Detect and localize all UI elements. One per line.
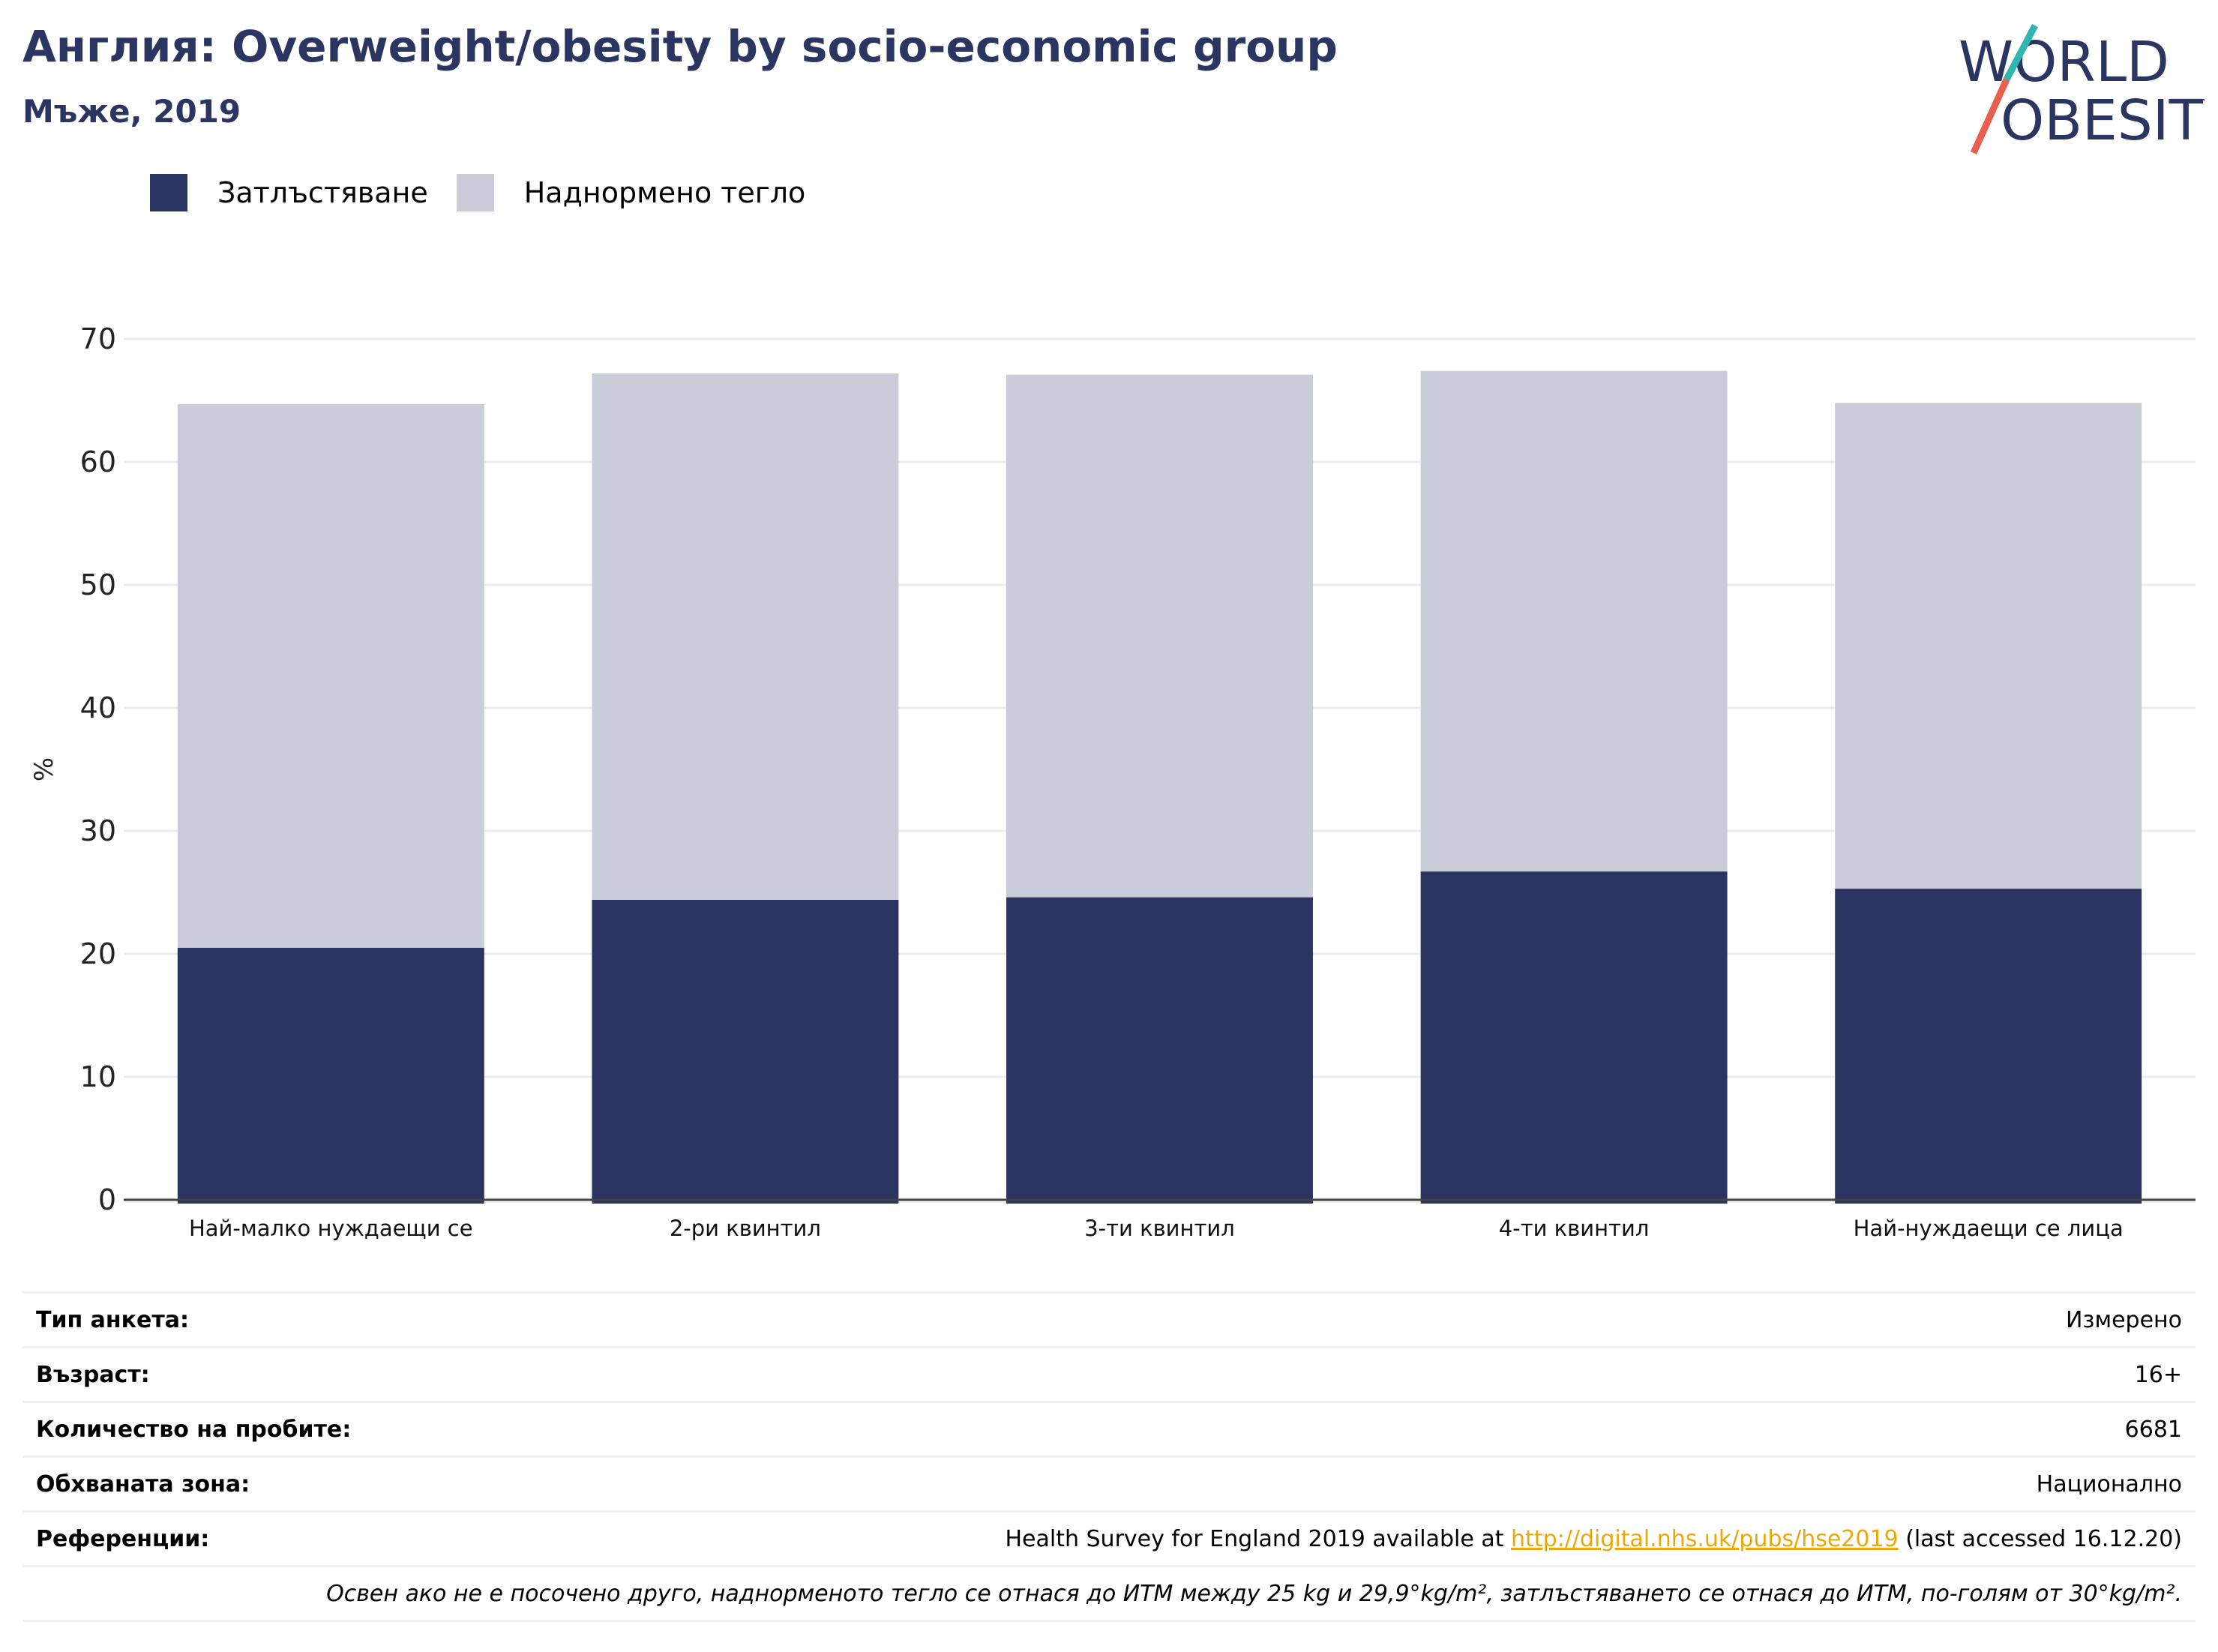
legend-label-overweight: Наднормено тегло (523, 176, 806, 209)
bar-segment-obesity (1835, 889, 2142, 1204)
age-value: 16+ (2134, 1361, 2182, 1388)
legend-swatch-overweight (456, 174, 494, 211)
y-tick-label: 40 (80, 691, 116, 724)
info-row-note: Освен ако не е посочено друго, наднормен… (22, 1565, 2196, 1622)
legend-swatch-obesity (150, 174, 187, 211)
info-row-references: Референции: Health Survey for England 20… (22, 1510, 2196, 1565)
x-tick-label: 2-ри квинтил (670, 1216, 821, 1241)
legend-item-obesity: Затлъстяване (150, 174, 428, 211)
world-obesity-logo: WORLD OBESITY (1959, 23, 2205, 154)
legend-item-overweight: Наднормено тегло (456, 174, 806, 211)
area-label: Обхваната зона: (36, 1471, 250, 1498)
bar-segment-overweight (1006, 374, 1313, 898)
bar-segment-overweight (1835, 403, 2142, 889)
y-axis-label: % (29, 757, 59, 781)
stacked-bar-chart: 0 10 20 30 40 50 60 70% Най-малко нуждаещи се 2-р… (29, 322, 2196, 1241)
x-tick-label: Най-нуждаещи се лица (1854, 1216, 2124, 1241)
y-tick-label: 10 (80, 1060, 116, 1093)
references-label: Референции: (36, 1525, 210, 1552)
info-row-sample-size: Количество на пробите: 6681 (22, 1401, 2196, 1456)
bar-segment-overweight (592, 373, 899, 900)
info-row-area: Обхваната зона: Национално (22, 1456, 2196, 1510)
bar-segment-obesity (592, 899, 899, 1204)
y-tick-label: 60 (80, 445, 116, 478)
y-tick-label: 20 (80, 937, 116, 970)
bar-segment-obesity (1420, 871, 1728, 1204)
sample-size-value: 6681 (2124, 1416, 2182, 1443)
area-value: Национално (2036, 1471, 2182, 1498)
bar-segment-overweight (177, 403, 484, 948)
chart-legend: Затлъстяване Наднормено тегло (150, 174, 834, 211)
legend-label-obesity: Затлъстяване (217, 176, 428, 209)
x-tick-label: 4-ти квинтил (1499, 1216, 1650, 1241)
info-row-age: Възраст: 16+ (22, 1346, 2196, 1401)
chart-subtitle: Мъже, 2019 (22, 93, 241, 130)
survey-type-value: Измерено (2066, 1306, 2182, 1333)
references-value: Health Survey for England 2019 available… (1005, 1526, 2182, 1552)
age-label: Възраст: (36, 1361, 150, 1388)
y-tick-label: 30 (80, 814, 116, 847)
y-tick-label: 0 (98, 1183, 116, 1216)
svg-text:OBESITY: OBESITY (2001, 88, 2205, 153)
sample-size-label: Количество на пробите: (36, 1416, 352, 1443)
svg-text:WORLD: WORLD (1959, 30, 2169, 94)
references-suffix: (last accessed 16.12.20) (1898, 1525, 2182, 1552)
info-table: Тип анкета: Измерено Възраст: 16+ Количе… (22, 1291, 2196, 1622)
survey-type-label: Тип анкета: (36, 1306, 189, 1333)
bar-segment-overweight (1420, 370, 1728, 872)
references-prefix: Health Survey for England 2019 available… (1005, 1525, 1512, 1552)
y-tick-label: 70 (80, 322, 116, 355)
x-tick-label: Най-малко нуждаещи се (189, 1216, 473, 1241)
bar-segment-obesity (177, 947, 484, 1204)
references-link[interactable]: http://digital.nhs.uk/pubs/hse2019 (1511, 1525, 1899, 1552)
definition-note: Освен ако не е посочено друго, наднормен… (326, 1580, 2182, 1607)
bar-segment-obesity (1006, 897, 1313, 1204)
y-tick-label: 50 (80, 568, 116, 601)
x-tick-label: 3-ти квинтил (1084, 1216, 1235, 1241)
info-row-survey-type: Тип анкета: Измерено (22, 1291, 2196, 1346)
chart-title: Англия: Overweight/obesity by socio-econ… (22, 21, 1338, 72)
